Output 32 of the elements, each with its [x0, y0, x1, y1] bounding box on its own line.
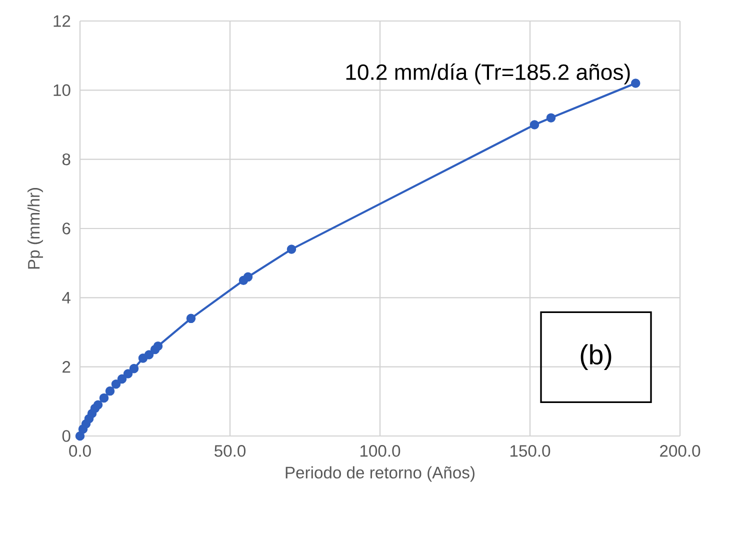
point — [93, 400, 103, 410]
point — [117, 374, 127, 384]
point — [153, 341, 163, 351]
point — [144, 350, 154, 360]
point — [123, 369, 133, 378]
y-tick-label: 6 — [62, 222, 70, 234]
y-tick-label: 10 — [54, 84, 70, 96]
point — [111, 379, 121, 389]
x-tick-label: 50.0 — [214, 445, 246, 457]
point — [129, 364, 139, 374]
y-tick-label: 4 — [62, 292, 70, 304]
x-tick-label: 100.0 — [360, 445, 400, 457]
y-tick-label: 12 — [54, 15, 70, 27]
x-tick-label: 200.0 — [660, 445, 700, 457]
y-tick-label: 2 — [62, 361, 70, 373]
y-tick-label: 8 — [62, 153, 70, 166]
y-tick-label: 0 — [62, 430, 70, 442]
point — [546, 113, 556, 122]
point — [75, 431, 85, 441]
x-axis-title: Periodo de retorno (Años) — [286, 466, 474, 482]
point — [286, 244, 296, 254]
point — [243, 272, 253, 282]
y-axis-title: Pp (mm/hr) — [28, 188, 43, 269]
annotation: (b) — [580, 344, 612, 370]
point — [186, 314, 196, 324]
annotation: 10.2 mm/día (Tr=185.2 años) — [346, 63, 630, 84]
point — [630, 78, 640, 88]
point — [530, 120, 540, 130]
point — [105, 386, 115, 396]
point — [99, 393, 109, 403]
x-tick-label: 0.0 — [69, 445, 91, 457]
x-tick-label: 150.0 — [510, 445, 550, 457]
